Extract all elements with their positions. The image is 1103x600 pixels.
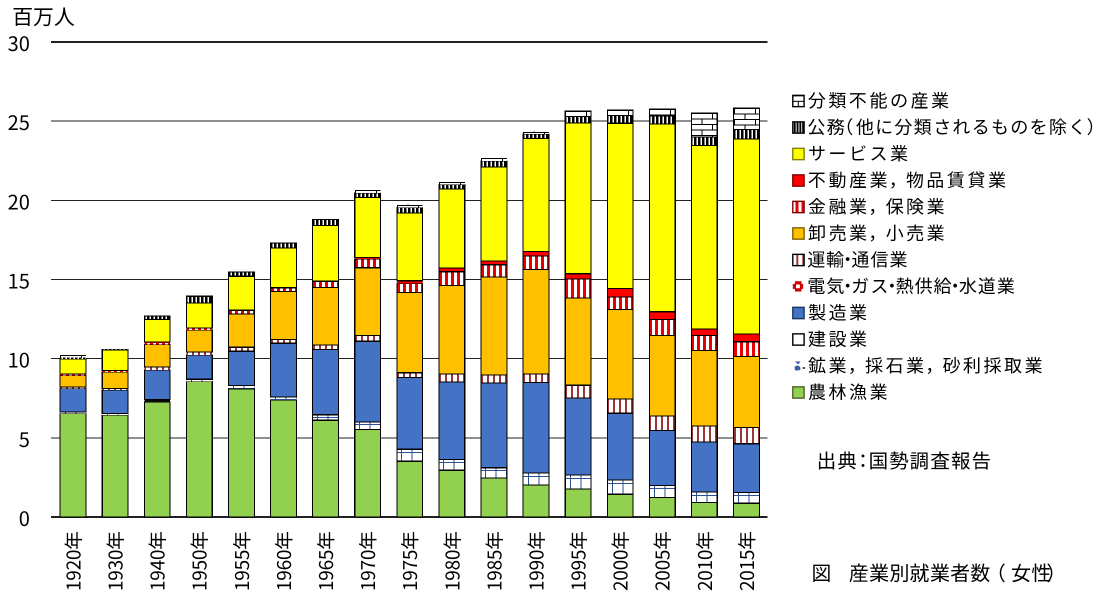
- svg-text:0: 0: [19, 503, 30, 532]
- svg-text:1975年: 1975年: [396, 531, 423, 591]
- svg-text:1955年: 1955年: [228, 531, 255, 591]
- svg-text:1940年: 1940年: [144, 531, 171, 591]
- svg-text:1920年: 1920年: [59, 531, 86, 591]
- svg-text:1960年: 1960年: [270, 531, 297, 591]
- svg-text:分類不能の産業: 分類不能の産業: [808, 87, 949, 113]
- svg-text:30: 30: [8, 28, 30, 57]
- svg-text:金融業，保険業: 金融業，保険業: [808, 193, 945, 219]
- svg-text:10: 10: [8, 345, 30, 374]
- svg-text:百万人: 百万人: [12, 2, 75, 32]
- svg-text:不動産業，物品賃貸業: 不動産業，物品賃貸業: [808, 166, 1006, 192]
- svg-text:1990年: 1990年: [522, 531, 549, 591]
- svg-text:運輸・通信業: 運輸・通信業: [807, 246, 907, 272]
- svg-text:サービス業: サービス業: [808, 140, 908, 166]
- svg-text:出典：国勢調査報告: 出典：国勢調査報告: [817, 445, 991, 474]
- svg-text:1980年: 1980年: [438, 531, 465, 591]
- svg-text:2005年: 2005年: [649, 531, 676, 591]
- svg-text:5: 5: [19, 424, 30, 453]
- svg-text:電気・ガス・熱供給・水道業: 電気・ガス・熱供給・水道業: [807, 272, 1015, 298]
- svg-text:製造業: 製造業: [808, 299, 867, 325]
- svg-text:15: 15: [8, 266, 30, 295]
- svg-text:1970年: 1970年: [354, 531, 381, 591]
- svg-text:2015年: 2015年: [733, 531, 760, 591]
- svg-text:2000年: 2000年: [607, 531, 634, 591]
- svg-text:25: 25: [8, 107, 30, 136]
- svg-text:20: 20: [8, 186, 30, 215]
- svg-text:1985年: 1985年: [480, 531, 507, 591]
- svg-text:2010年: 2010年: [691, 531, 718, 591]
- svg-text:1930年: 1930年: [102, 531, 129, 591]
- svg-text:1950年: 1950年: [186, 531, 213, 591]
- svg-text:卸売業，小売業: 卸売業，小売業: [808, 219, 945, 245]
- svg-text:1995年: 1995年: [565, 531, 592, 591]
- svg-text:建設業: 建設業: [808, 325, 867, 351]
- svg-text:1965年: 1965年: [312, 531, 339, 591]
- svg-text:図 産業別就業者数（女性）: 図 産業別就業者数（女性）: [812, 558, 1067, 587]
- svg-text:公務（他に分類されるものを除く）: 公務（他に分類されるものを除く）: [807, 113, 1103, 139]
- svg-text:鉱業，採石業，砂利採取業: 鉱業，採石業，砂利採取業: [808, 352, 1043, 378]
